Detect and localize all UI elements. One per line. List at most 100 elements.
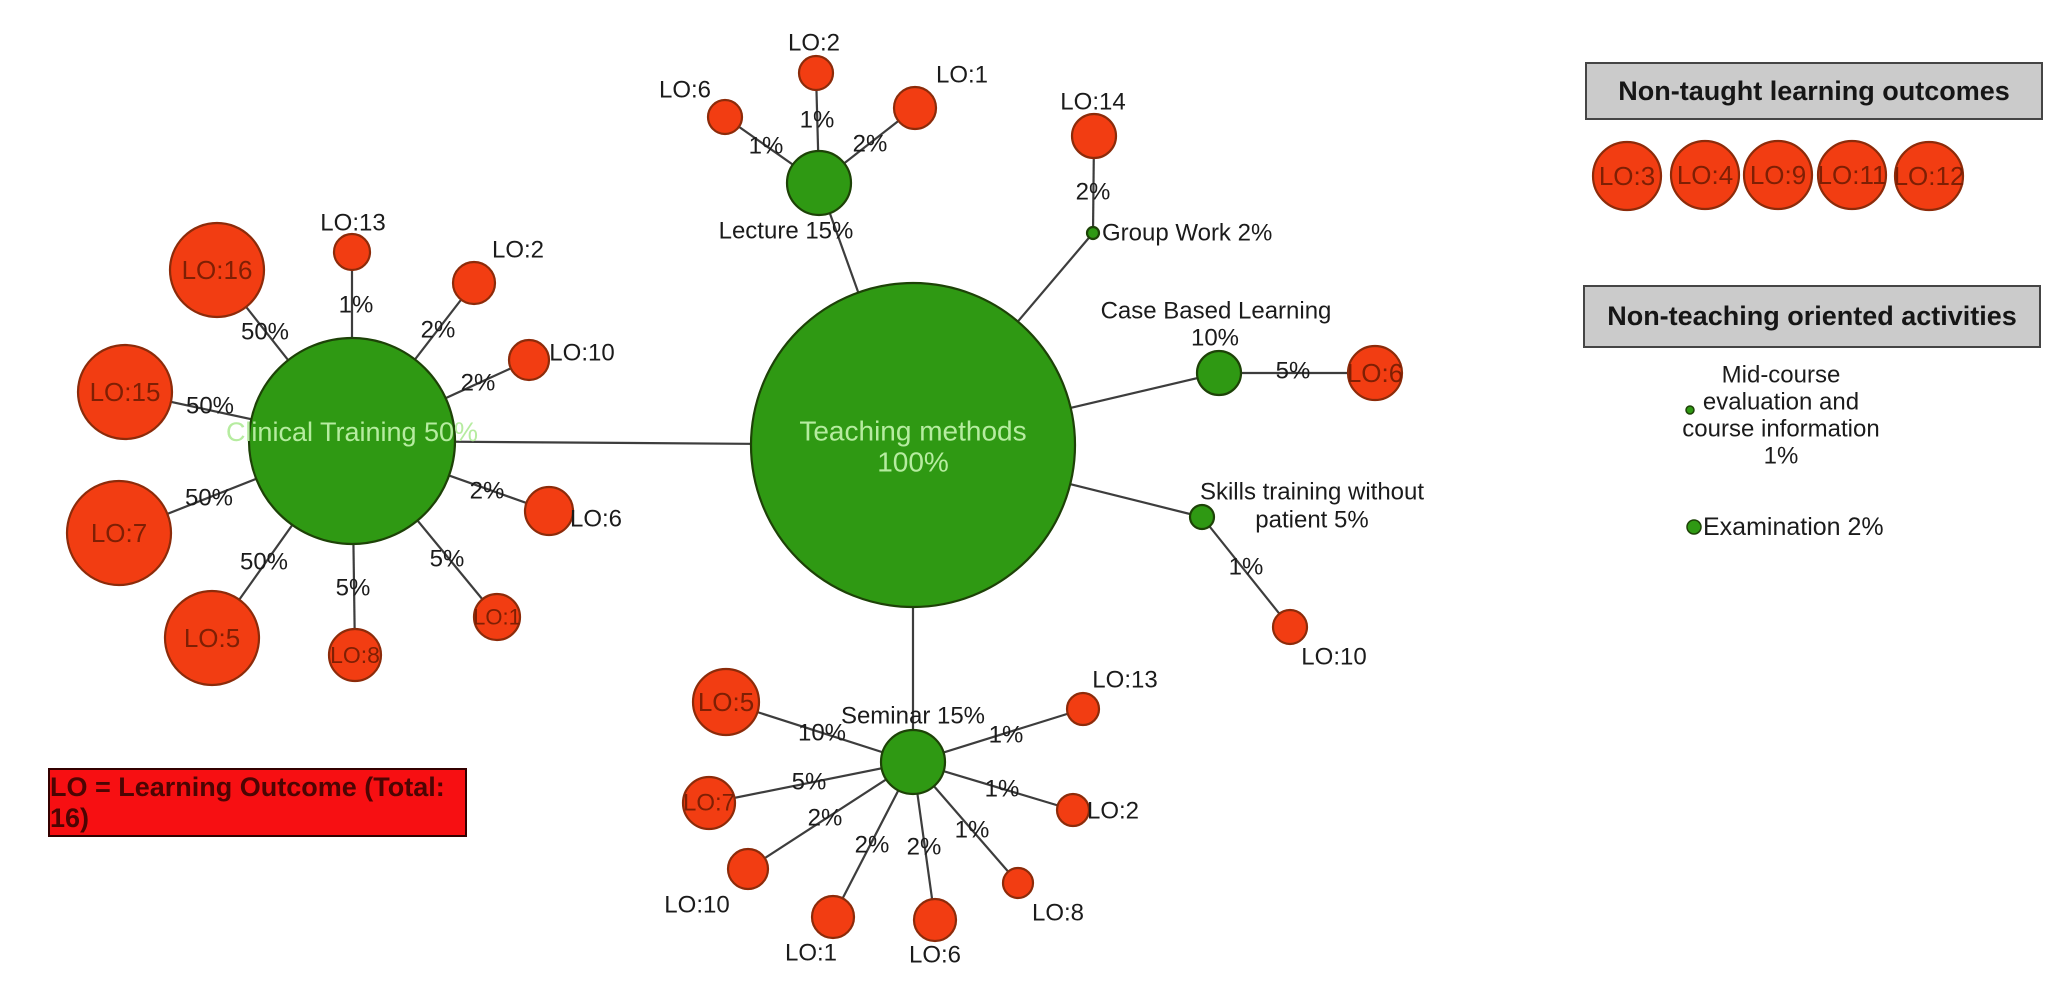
node-clinical-lo16-label: LO:16 (182, 255, 253, 285)
node-clinical-lo1-label: LO:1 (473, 605, 521, 630)
node-skills-lo10 (1271, 608, 1309, 646)
node-legend-lo9 (1742, 139, 1814, 211)
node-clinical-lo15-label: LO:15 (90, 377, 161, 407)
edge-label-skills-lo10: 1% (1229, 554, 1264, 581)
node-clinical-lo7-label: LO:7 (91, 518, 147, 548)
edge-label-lecture-lo1: 2% (853, 131, 888, 158)
edge-label-clinical-lo5: 50% (240, 549, 288, 576)
node-legend-lo12 (1893, 140, 1965, 212)
mid-course-dot (1685, 405, 1695, 415)
edge-label-seminar-lo7: 5% (792, 769, 827, 796)
node-clinical-lo16 (168, 221, 266, 319)
node-seminar-lo5-label: LO:5 (698, 687, 754, 717)
edge-seminar-lo7 (708, 760, 914, 805)
seminar-label: Seminar 15% (841, 703, 985, 730)
edge-label-seminar-lo13: 1% (989, 722, 1024, 749)
node-clinical-lo5 (163, 589, 261, 687)
edge-label-seminar-lo1: 2% (855, 832, 890, 859)
seminar-lo6-label: LO:6 (909, 942, 961, 969)
edge-label-clinical-lo6: 2% (470, 478, 505, 505)
lecture-lo1-label: LO:1 (936, 62, 988, 89)
skills-label-line2: patient 5% (1255, 507, 1368, 534)
node-clinical-lo8 (327, 627, 383, 683)
node-case-based-learning (1195, 349, 1243, 397)
node-legend-lo12-label: LO:12 (1894, 161, 1965, 191)
node-legend-lo3-label: LO:3 (1599, 161, 1655, 191)
node-cbl-lo6-label: LO:6 (1347, 358, 1403, 388)
node-clinical-lo5-label: LO:5 (184, 623, 240, 653)
mid-course-text-2: course information (1682, 416, 1879, 443)
edge-label-seminar-lo10: 2% (808, 805, 843, 832)
node-seminar-lo10 (726, 847, 770, 891)
edge-label-clinical-lo1: 5% (430, 546, 465, 573)
cbl-label-line1: Case Based Learning (1101, 298, 1332, 325)
clinical-lo6-label: LO:6 (570, 506, 622, 533)
edge-skills-lo10 (1201, 516, 1291, 628)
skills-lo10-label: LO:10 (1301, 644, 1366, 671)
seminar-lo8-label: LO:8 (1032, 900, 1084, 927)
edge-label-clinical-lo15: 50% (186, 393, 234, 420)
node-legend-lo4 (1669, 139, 1741, 211)
node-teaching-methods-label-1: Teaching methods (799, 416, 1026, 447)
node-legend-lo9-label: LO:9 (1750, 160, 1806, 190)
node-legend-lo11-label: LO:11 (1818, 160, 1887, 190)
node-legend-lo4-label: LO:4 (1677, 160, 1733, 190)
node-lecture-lo6 (706, 98, 744, 136)
node-clinical-training-label: Clinical Training 50% (226, 417, 478, 447)
node-skills-training (1188, 503, 1216, 531)
edge-label-lecture-lo6: 1% (749, 133, 784, 160)
edge-label-seminar-lo5: 10% (798, 720, 846, 747)
clinical-lo2-label: LO:2 (492, 237, 544, 264)
mid-course-text-1: evaluation and (1703, 389, 1859, 416)
edge-label-clinical-lo7: 50% (185, 485, 233, 512)
groupwork-label: Group Work 2% (1102, 220, 1272, 247)
node-clinical-lo13 (332, 232, 372, 272)
node-lecture-lo1 (892, 85, 938, 131)
seminar-lo1-label: LO:1 (785, 940, 837, 967)
learning-outcome-key-box: LO = Learning Outcome (Total: 16) (48, 768, 467, 837)
node-clinical-lo2 (451, 260, 497, 306)
node-cbl-lo6 (1346, 344, 1404, 402)
node-groupwork-lo14 (1070, 112, 1118, 160)
node-seminar-lo2 (1055, 792, 1091, 828)
node-lecture (785, 149, 853, 217)
mid-course-text-0: Mid-course (1722, 362, 1841, 389)
legend-header-non-teaching: Non-teaching oriented activities (1583, 285, 2041, 348)
node-legend-lo3 (1591, 140, 1663, 212)
clinical-lo10-label: LO:10 (549, 340, 614, 367)
lecture-label: Lecture 15% (719, 218, 854, 245)
node-seminar-lo8 (1001, 866, 1035, 900)
examination-dot (1686, 519, 1702, 535)
node-seminar-lo1 (810, 894, 856, 940)
node-teaching-methods-label-2: 100% (877, 447, 949, 478)
skills-label-line1: Skills training without (1200, 479, 1424, 506)
legend-header-non-taught: Non-taught learning outcomes (1585, 62, 2043, 120)
node-lecture-lo2 (797, 54, 835, 92)
edge-label-cbl-lo6: 5% (1276, 358, 1311, 385)
node-seminar-lo7-label: LO:7 (683, 790, 735, 817)
node-clinical-lo15 (76, 343, 174, 441)
node-group-work (1085, 225, 1101, 241)
edge-label-seminar-lo6: 2% (907, 834, 942, 861)
edge-label-clinical-lo2: 2% (421, 317, 456, 344)
mid-course-text-3: 1% (1764, 443, 1799, 470)
node-clinical-lo1 (472, 592, 522, 642)
edge-label-seminar-lo2: 1% (985, 776, 1020, 803)
edge-label-groupwork-lo14: 2% (1076, 179, 1111, 206)
lecture-lo2-label: LO:2 (788, 30, 840, 57)
node-clinical-lo10 (507, 338, 551, 382)
seminar-lo2-label: LO:2 (1087, 798, 1139, 825)
lecture-lo6-label: LO:6 (659, 77, 711, 104)
edge-label-clinical-lo8: 5% (336, 575, 371, 602)
edge-label-lecture-lo2: 1% (800, 107, 835, 134)
edge-label-clinical-lo13: 1% (339, 292, 374, 319)
edge-label-seminar-lo8: 1% (955, 817, 990, 844)
node-seminar-lo7 (681, 775, 737, 831)
seminar-lo13-label: LO:13 (1092, 667, 1157, 694)
clinical-lo13-label: LO:13 (320, 210, 385, 237)
node-clinical-lo7 (65, 479, 173, 587)
edge-label-clinical-lo16: 50% (241, 319, 289, 346)
node-seminar-lo5 (691, 667, 761, 737)
